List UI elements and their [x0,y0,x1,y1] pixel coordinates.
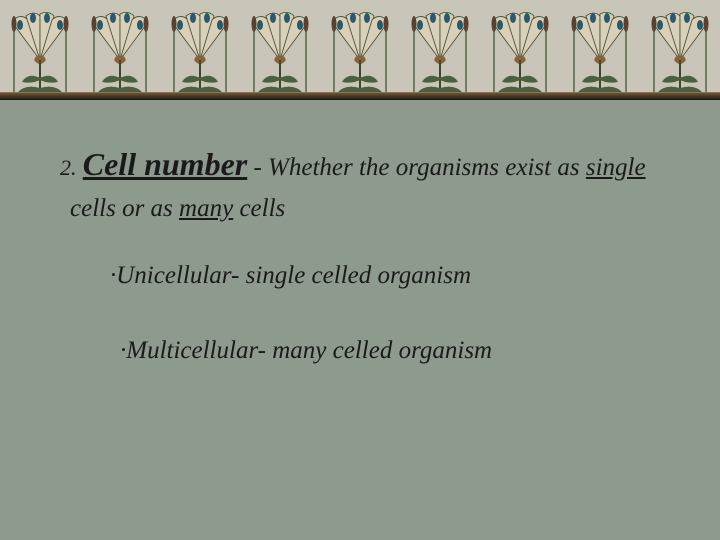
border-motif [640,0,720,92]
decorative-border [0,0,720,100]
bullet-item-2: ·Multicellular- many celled organism [50,333,670,368]
border-motif [560,0,640,92]
desc-part3: cells [233,195,285,222]
item-number: 2. [60,155,77,180]
border-motif [320,0,400,92]
desc-underlined2: many [179,195,233,222]
desc-part2: cells or as [70,195,179,222]
border-motif [0,0,80,92]
border-motif [80,0,160,92]
heading: Cell number [83,146,247,182]
main-paragraph: 2. Cell number - Whether the organisms e… [50,140,670,228]
desc-part1: - Whether the organisms exist as [247,154,586,181]
desc-underlined1: single [586,154,646,181]
border-divider [0,92,720,100]
border-motif [400,0,480,92]
border-motif [160,0,240,92]
slide: 2. Cell number - Whether the organisms e… [0,0,720,540]
border-motif [240,0,320,92]
border-motif [480,0,560,92]
content-area: 2. Cell number - Whether the organisms e… [0,100,720,532]
bullet-item-1: ·Unicellular- single celled organism [50,258,670,293]
